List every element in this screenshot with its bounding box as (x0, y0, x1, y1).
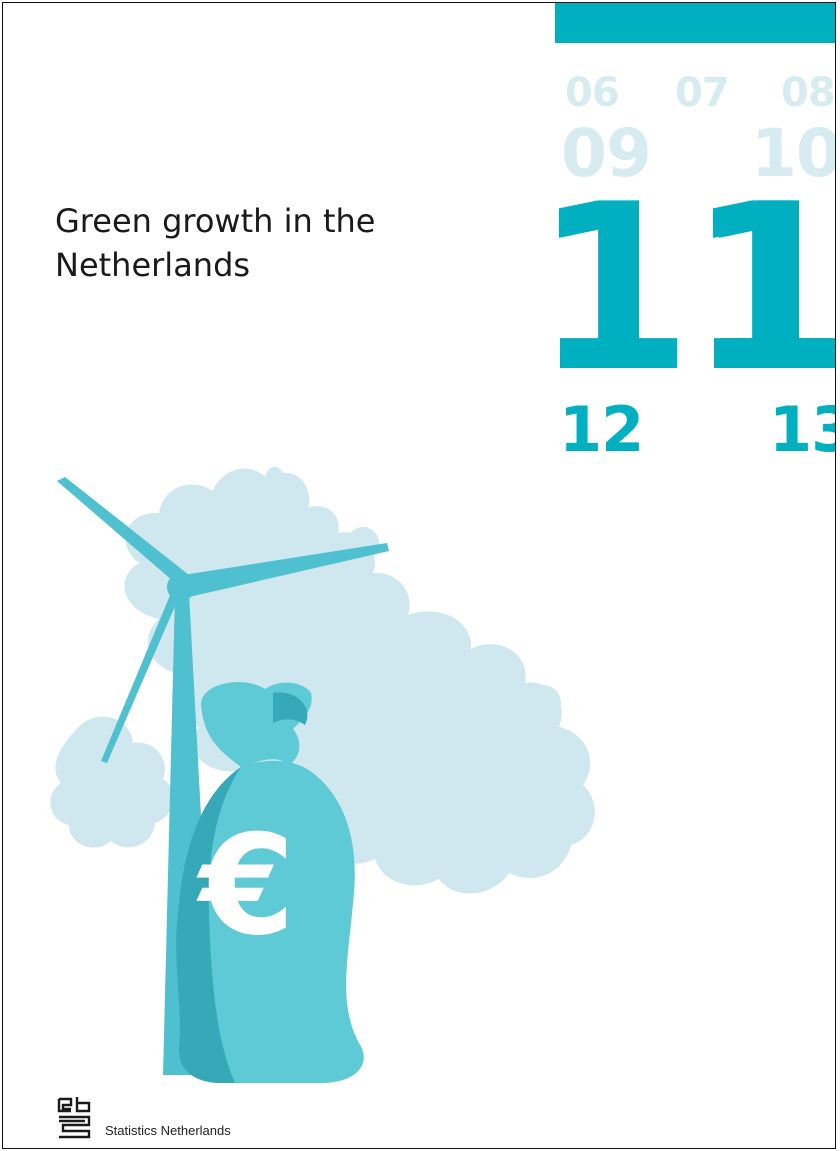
cbs-logo-icon (57, 1097, 91, 1139)
money-bag-icon: € (176, 681, 364, 1083)
year-13: 13 (769, 393, 835, 466)
year-12: 12 (559, 393, 644, 466)
title-line-1: Green growth in the (55, 202, 376, 240)
year-09: 09 (561, 115, 652, 192)
cover-illustration: € (50, 466, 595, 1083)
year-10: 10 (751, 115, 836, 192)
euro-icon: € (196, 805, 295, 966)
year-08: 08 (781, 70, 835, 116)
year-11-first: 11 (533, 156, 836, 423)
year-11-second: 11 (693, 156, 836, 423)
organization-name: Statistics Netherlands (105, 1123, 231, 1138)
year-07: 07 (675, 70, 730, 116)
title-line-2: Netherlands (55, 246, 251, 284)
year-06: 06 (565, 70, 620, 116)
accent-bar (555, 3, 835, 43)
page-title: Green growth in the Netherlands (55, 199, 375, 287)
